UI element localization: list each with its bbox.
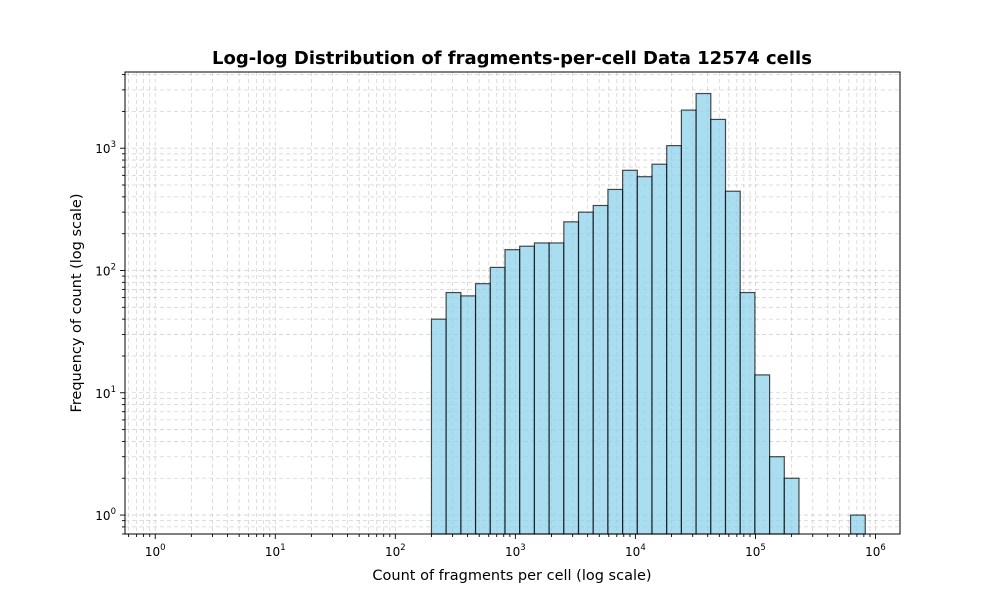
histogram-bar: [710, 118, 727, 535]
y-axis-label: Frequency of count (log scale): [69, 193, 85, 412]
x-tick-label: 105: [745, 543, 766, 559]
histogram-bar: [548, 242, 565, 535]
histogram-bar: [563, 221, 580, 535]
x-tick-label: 103: [505, 543, 526, 559]
histogram-bar: [754, 374, 771, 535]
histogram-bar: [680, 109, 697, 535]
x-tick-label: 106: [865, 543, 886, 559]
x-tick-label: 101: [265, 543, 286, 559]
histogram-bar: [607, 188, 624, 535]
y-tick-label: 101: [95, 385, 116, 401]
histogram-bar: [460, 295, 477, 535]
histogram-bar: [695, 92, 712, 535]
histogram-bar: [430, 318, 447, 535]
chart-title: Log-log Distribution of fragments-per-ce…: [212, 48, 812, 69]
histogram-bar: [666, 145, 683, 535]
histogram-bar: [533, 242, 550, 535]
histogram-bar: [849, 514, 866, 535]
histogram-bar: [519, 245, 536, 535]
histogram-bar: [622, 169, 638, 535]
histogram-bar: [474, 283, 491, 535]
x-tick-label: 104: [625, 543, 646, 559]
histogram-bar: [636, 176, 653, 535]
y-tick-label: 102: [95, 262, 116, 278]
axis-ticks: [120, 74, 876, 539]
x-tick-label: 100: [145, 543, 166, 559]
x-tick-labels: 100 101 102 103 104 105 106: [145, 543, 886, 559]
histogram-bar: [724, 190, 741, 535]
histogram-bar: [504, 249, 521, 535]
y-tick-label: 103: [95, 140, 116, 156]
x-axis-label: Count of fragments per cell (log scale): [372, 568, 651, 584]
histogram-bar: [651, 163, 668, 535]
histogram-bar: [768, 456, 785, 535]
x-tick-label: 102: [385, 543, 406, 559]
histogram-bar: [739, 291, 756, 535]
plot-frame: [124, 71, 901, 535]
histogram-bar: [445, 291, 462, 535]
histogram-bar: [577, 211, 594, 535]
y-tick-labels: 100 101 102 103: [95, 140, 116, 523]
histogram-bar: [783, 477, 800, 535]
histogram-bar: [592, 204, 609, 535]
y-tick-label: 100: [95, 507, 116, 523]
histogram-bar: [489, 266, 506, 535]
